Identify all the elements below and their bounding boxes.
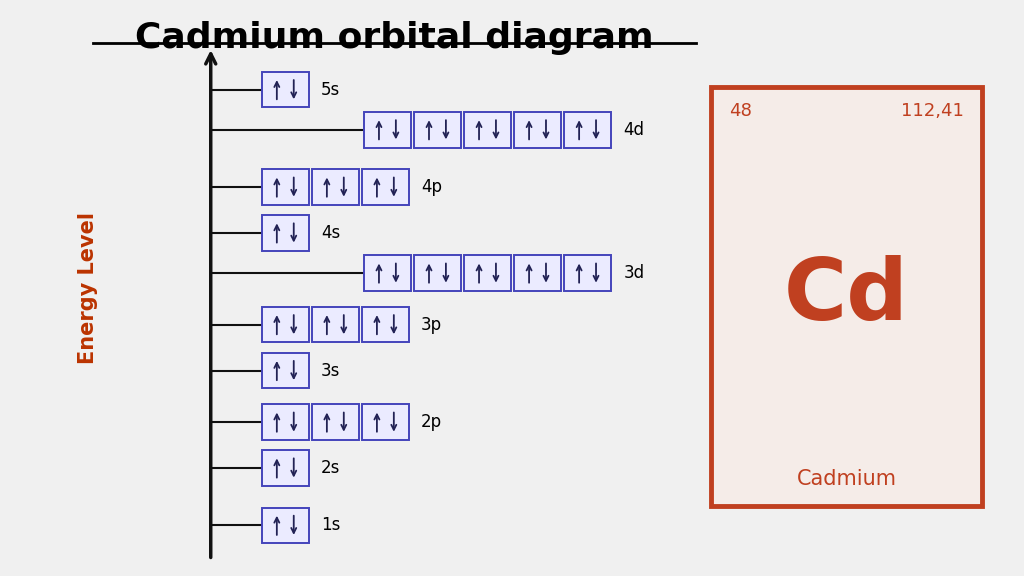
- Bar: [262, 72, 309, 108]
- Text: Energy Level: Energy Level: [78, 212, 98, 364]
- Text: 4p: 4p: [421, 178, 442, 196]
- Bar: [464, 112, 511, 147]
- Text: 2s: 2s: [322, 459, 340, 477]
- Text: 3d: 3d: [624, 264, 644, 282]
- Text: 4d: 4d: [624, 121, 644, 139]
- Bar: [414, 112, 461, 147]
- Text: 112,41: 112,41: [900, 102, 964, 120]
- Bar: [262, 169, 309, 205]
- Bar: [564, 255, 611, 291]
- Text: Cd: Cd: [784, 255, 909, 338]
- Text: 3s: 3s: [322, 362, 340, 380]
- Text: Cadmium: Cadmium: [797, 469, 896, 488]
- Text: 4s: 4s: [322, 224, 340, 242]
- Bar: [262, 507, 309, 543]
- Bar: [514, 255, 561, 291]
- Text: 1s: 1s: [322, 516, 340, 535]
- Bar: [361, 169, 409, 205]
- Bar: [364, 112, 411, 147]
- Bar: [262, 404, 309, 440]
- Bar: [361, 307, 409, 343]
- Text: Cadmium orbital diagram: Cadmium orbital diagram: [135, 21, 654, 55]
- Bar: [364, 255, 411, 291]
- Text: 48: 48: [729, 102, 753, 120]
- Bar: [262, 353, 309, 388]
- Bar: [262, 450, 309, 486]
- Bar: [262, 307, 309, 343]
- Bar: [414, 255, 461, 291]
- Bar: [312, 404, 358, 440]
- Text: 2p: 2p: [421, 413, 442, 431]
- Bar: [514, 112, 561, 147]
- Bar: [564, 112, 611, 147]
- Text: 3p: 3p: [421, 316, 442, 334]
- Bar: [312, 307, 358, 343]
- Bar: [711, 88, 982, 506]
- Bar: [262, 215, 309, 251]
- Bar: [361, 404, 409, 440]
- Bar: [464, 255, 511, 291]
- Text: 5s: 5s: [322, 81, 340, 98]
- Bar: [312, 169, 358, 205]
